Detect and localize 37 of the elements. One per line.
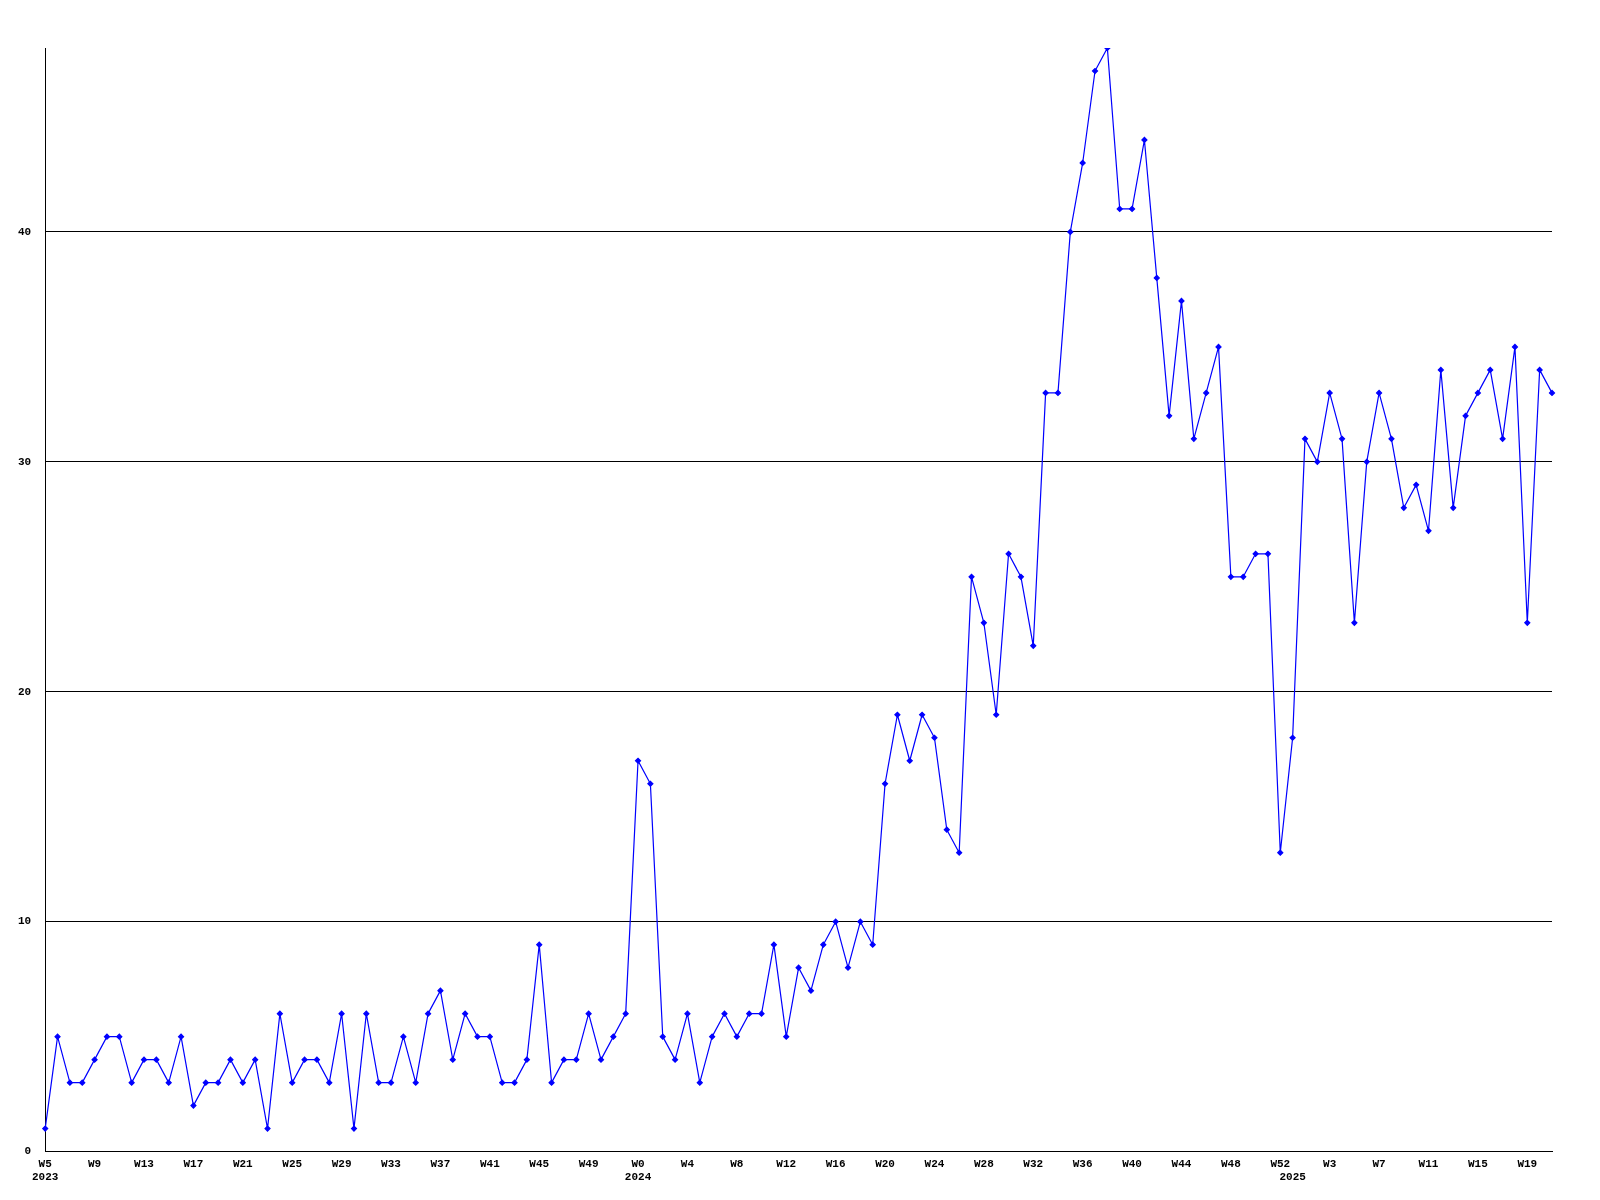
y-tick-label: 0 bbox=[24, 1145, 32, 1158]
x-tick-label: W9 bbox=[88, 1157, 102, 1170]
x-tick-label: W52 bbox=[1270, 1157, 1291, 1170]
x-tick-label: W17 bbox=[183, 1157, 204, 1170]
x-tick-label: W20 bbox=[875, 1157, 895, 1170]
x-tick-label: W7 bbox=[1372, 1157, 1386, 1170]
x-tick-label: W19 bbox=[1517, 1157, 1538, 1170]
x-tick-label: W37 bbox=[430, 1157, 451, 1170]
y-tick-label: 30 bbox=[18, 455, 32, 468]
x-tick-label: W36 bbox=[1072, 1157, 1093, 1170]
x-tick-label: W8 bbox=[730, 1157, 744, 1170]
x-tick-label: 2025 bbox=[1279, 1171, 1307, 1184]
x-tick-label: W24 bbox=[924, 1157, 945, 1170]
x-tick-label: W21 bbox=[232, 1157, 254, 1170]
x-tick-label: W13 bbox=[134, 1157, 155, 1170]
y-tick-label: 10 bbox=[18, 915, 32, 928]
x-tick-label: W40 bbox=[1122, 1157, 1142, 1170]
x-tick-label: W11 bbox=[1418, 1157, 1439, 1170]
x-tick-label: W16 bbox=[825, 1157, 846, 1170]
x-tick-label: W41 bbox=[479, 1157, 501, 1170]
y-tick-label: 20 bbox=[18, 685, 32, 698]
x-tick-label: W15 bbox=[1467, 1157, 1489, 1170]
x-tick-label: W44 bbox=[1171, 1157, 1192, 1170]
x-tick-label: W45 bbox=[529, 1157, 550, 1170]
x-tick-label: W3 bbox=[1323, 1157, 1337, 1170]
x-tick-label: W0 2024 bbox=[624, 1157, 652, 1184]
x-tick-label: W25 bbox=[282, 1157, 303, 1170]
x-tick-label: W33 bbox=[381, 1157, 402, 1170]
x-tick-label: W4 bbox=[680, 1157, 695, 1170]
x-tick-label: W49 bbox=[578, 1157, 599, 1170]
x-tick-label: W12 bbox=[776, 1157, 797, 1170]
x-tick-label: W29 bbox=[331, 1157, 352, 1170]
x-tick-label: W32 bbox=[1023, 1157, 1044, 1170]
x-tick-label: W48 bbox=[1220, 1157, 1242, 1170]
x-tick-label: W28 bbox=[973, 1157, 995, 1170]
y-tick-label: 40 bbox=[18, 225, 32, 238]
x-tick-label: W5 2023 bbox=[32, 1157, 59, 1184]
